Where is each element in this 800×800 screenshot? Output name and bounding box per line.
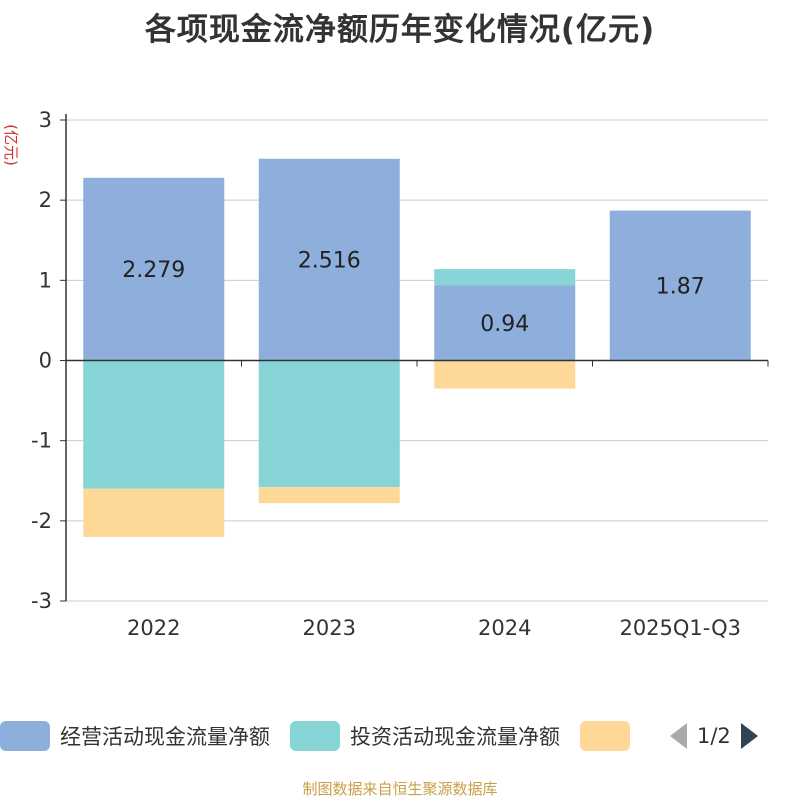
legend-swatch-financing xyxy=(580,721,630,751)
data-label: 1.87 xyxy=(656,275,705,300)
x-tick-label: 2025Q1-Q3 xyxy=(619,616,741,640)
legend-swatch-investing xyxy=(290,721,340,751)
data-label: 2.516 xyxy=(298,249,361,274)
bar-operating[interactable] xyxy=(258,158,400,361)
y-tick-label: -3 xyxy=(31,589,52,613)
y-tick-label: -2 xyxy=(31,509,52,533)
pager-indicator: 1/2 xyxy=(697,724,731,748)
legend-pager: 1/2 xyxy=(670,723,758,749)
bar-financing[interactable] xyxy=(434,360,576,389)
pager-prev-icon[interactable] xyxy=(670,723,687,749)
data-label: 2.279 xyxy=(122,258,185,283)
bar-operating[interactable] xyxy=(83,177,225,361)
y-axis-unit-label: (亿元) xyxy=(2,124,20,166)
bar-operating[interactable] xyxy=(434,285,576,361)
bar-investing[interactable] xyxy=(258,360,400,488)
y-tick-label: 1 xyxy=(39,268,52,292)
legend-item-operating[interactable]: 经营活动现金流量净额 xyxy=(0,721,270,751)
legend-swatch-operating xyxy=(0,721,50,751)
bar-chart: -3 -2 -1 0 1 2 3 (亿元) 2.279 2.516 0.94 1.87 2022 2023… xyxy=(2,108,769,640)
legend: 经营活动现金流量净额 投资活动现金流量净额 1/2 xyxy=(0,716,800,756)
x-tick-label: 2023 xyxy=(303,616,356,640)
bar-financing[interactable] xyxy=(83,488,225,537)
legend-item-investing[interactable]: 投资活动现金流量净额 xyxy=(290,721,560,751)
y-tick-label: 0 xyxy=(39,349,52,373)
y-tick-label: 3 xyxy=(39,108,52,132)
source-footer: 制图数据来自恒生聚源数据库 xyxy=(302,780,498,798)
legend-label-operating: 经营活动现金流量净额 xyxy=(60,725,270,749)
bar-investing[interactable] xyxy=(434,269,576,286)
y-tick-label: 2 xyxy=(39,188,52,212)
legend-label-investing: 投资活动现金流量净额 xyxy=(350,725,560,749)
chart-title: 各项现金流净额历年变化情况(亿元) xyxy=(144,12,656,48)
data-label: 0.94 xyxy=(480,312,529,337)
pager-next-icon[interactable] xyxy=(740,723,758,749)
y-tick-label: -1 xyxy=(31,429,52,453)
bar-investing[interactable] xyxy=(83,360,225,489)
bar-operating[interactable] xyxy=(609,210,751,361)
bar-financing[interactable] xyxy=(258,487,400,504)
legend-item-financing[interactable] xyxy=(580,721,640,751)
x-tick-label: 2022 xyxy=(127,616,180,640)
x-tick-label: 2024 xyxy=(478,616,531,640)
